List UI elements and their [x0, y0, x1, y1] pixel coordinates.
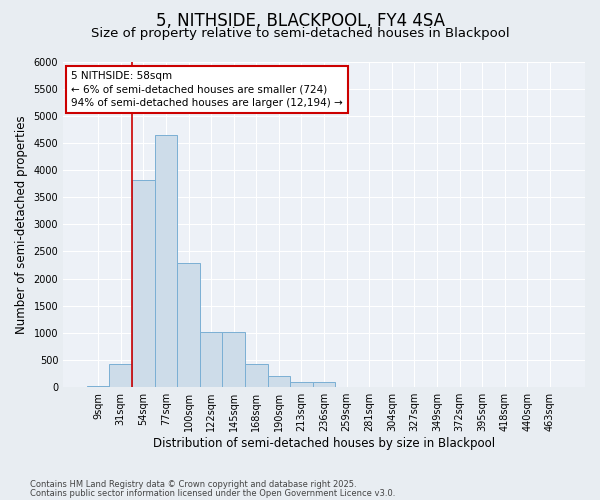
Text: 5, NITHSIDE, BLACKPOOL, FY4 4SA: 5, NITHSIDE, BLACKPOOL, FY4 4SA	[155, 12, 445, 30]
Bar	[268, 376, 290, 387]
Bar	[200, 332, 223, 387]
Text: Size of property relative to semi-detached houses in Blackpool: Size of property relative to semi-detach…	[91, 28, 509, 40]
Text: Contains HM Land Registry data © Crown copyright and database right 2025.: Contains HM Land Registry data © Crown c…	[30, 480, 356, 489]
Bar	[245, 364, 268, 387]
X-axis label: Distribution of semi-detached houses by size in Blackpool: Distribution of semi-detached houses by …	[153, 437, 495, 450]
Bar	[223, 332, 245, 387]
Bar	[87, 386, 109, 387]
Bar	[155, 135, 177, 387]
Bar	[132, 180, 155, 387]
Text: Contains public sector information licensed under the Open Government Licence v3: Contains public sector information licen…	[30, 488, 395, 498]
Bar	[177, 264, 200, 387]
Y-axis label: Number of semi-detached properties: Number of semi-detached properties	[15, 115, 28, 334]
Bar	[313, 382, 335, 387]
Text: 5 NITHSIDE: 58sqm
← 6% of semi-detached houses are smaller (724)
94% of semi-det: 5 NITHSIDE: 58sqm ← 6% of semi-detached …	[71, 72, 343, 108]
Bar	[109, 364, 132, 387]
Bar	[290, 382, 313, 387]
